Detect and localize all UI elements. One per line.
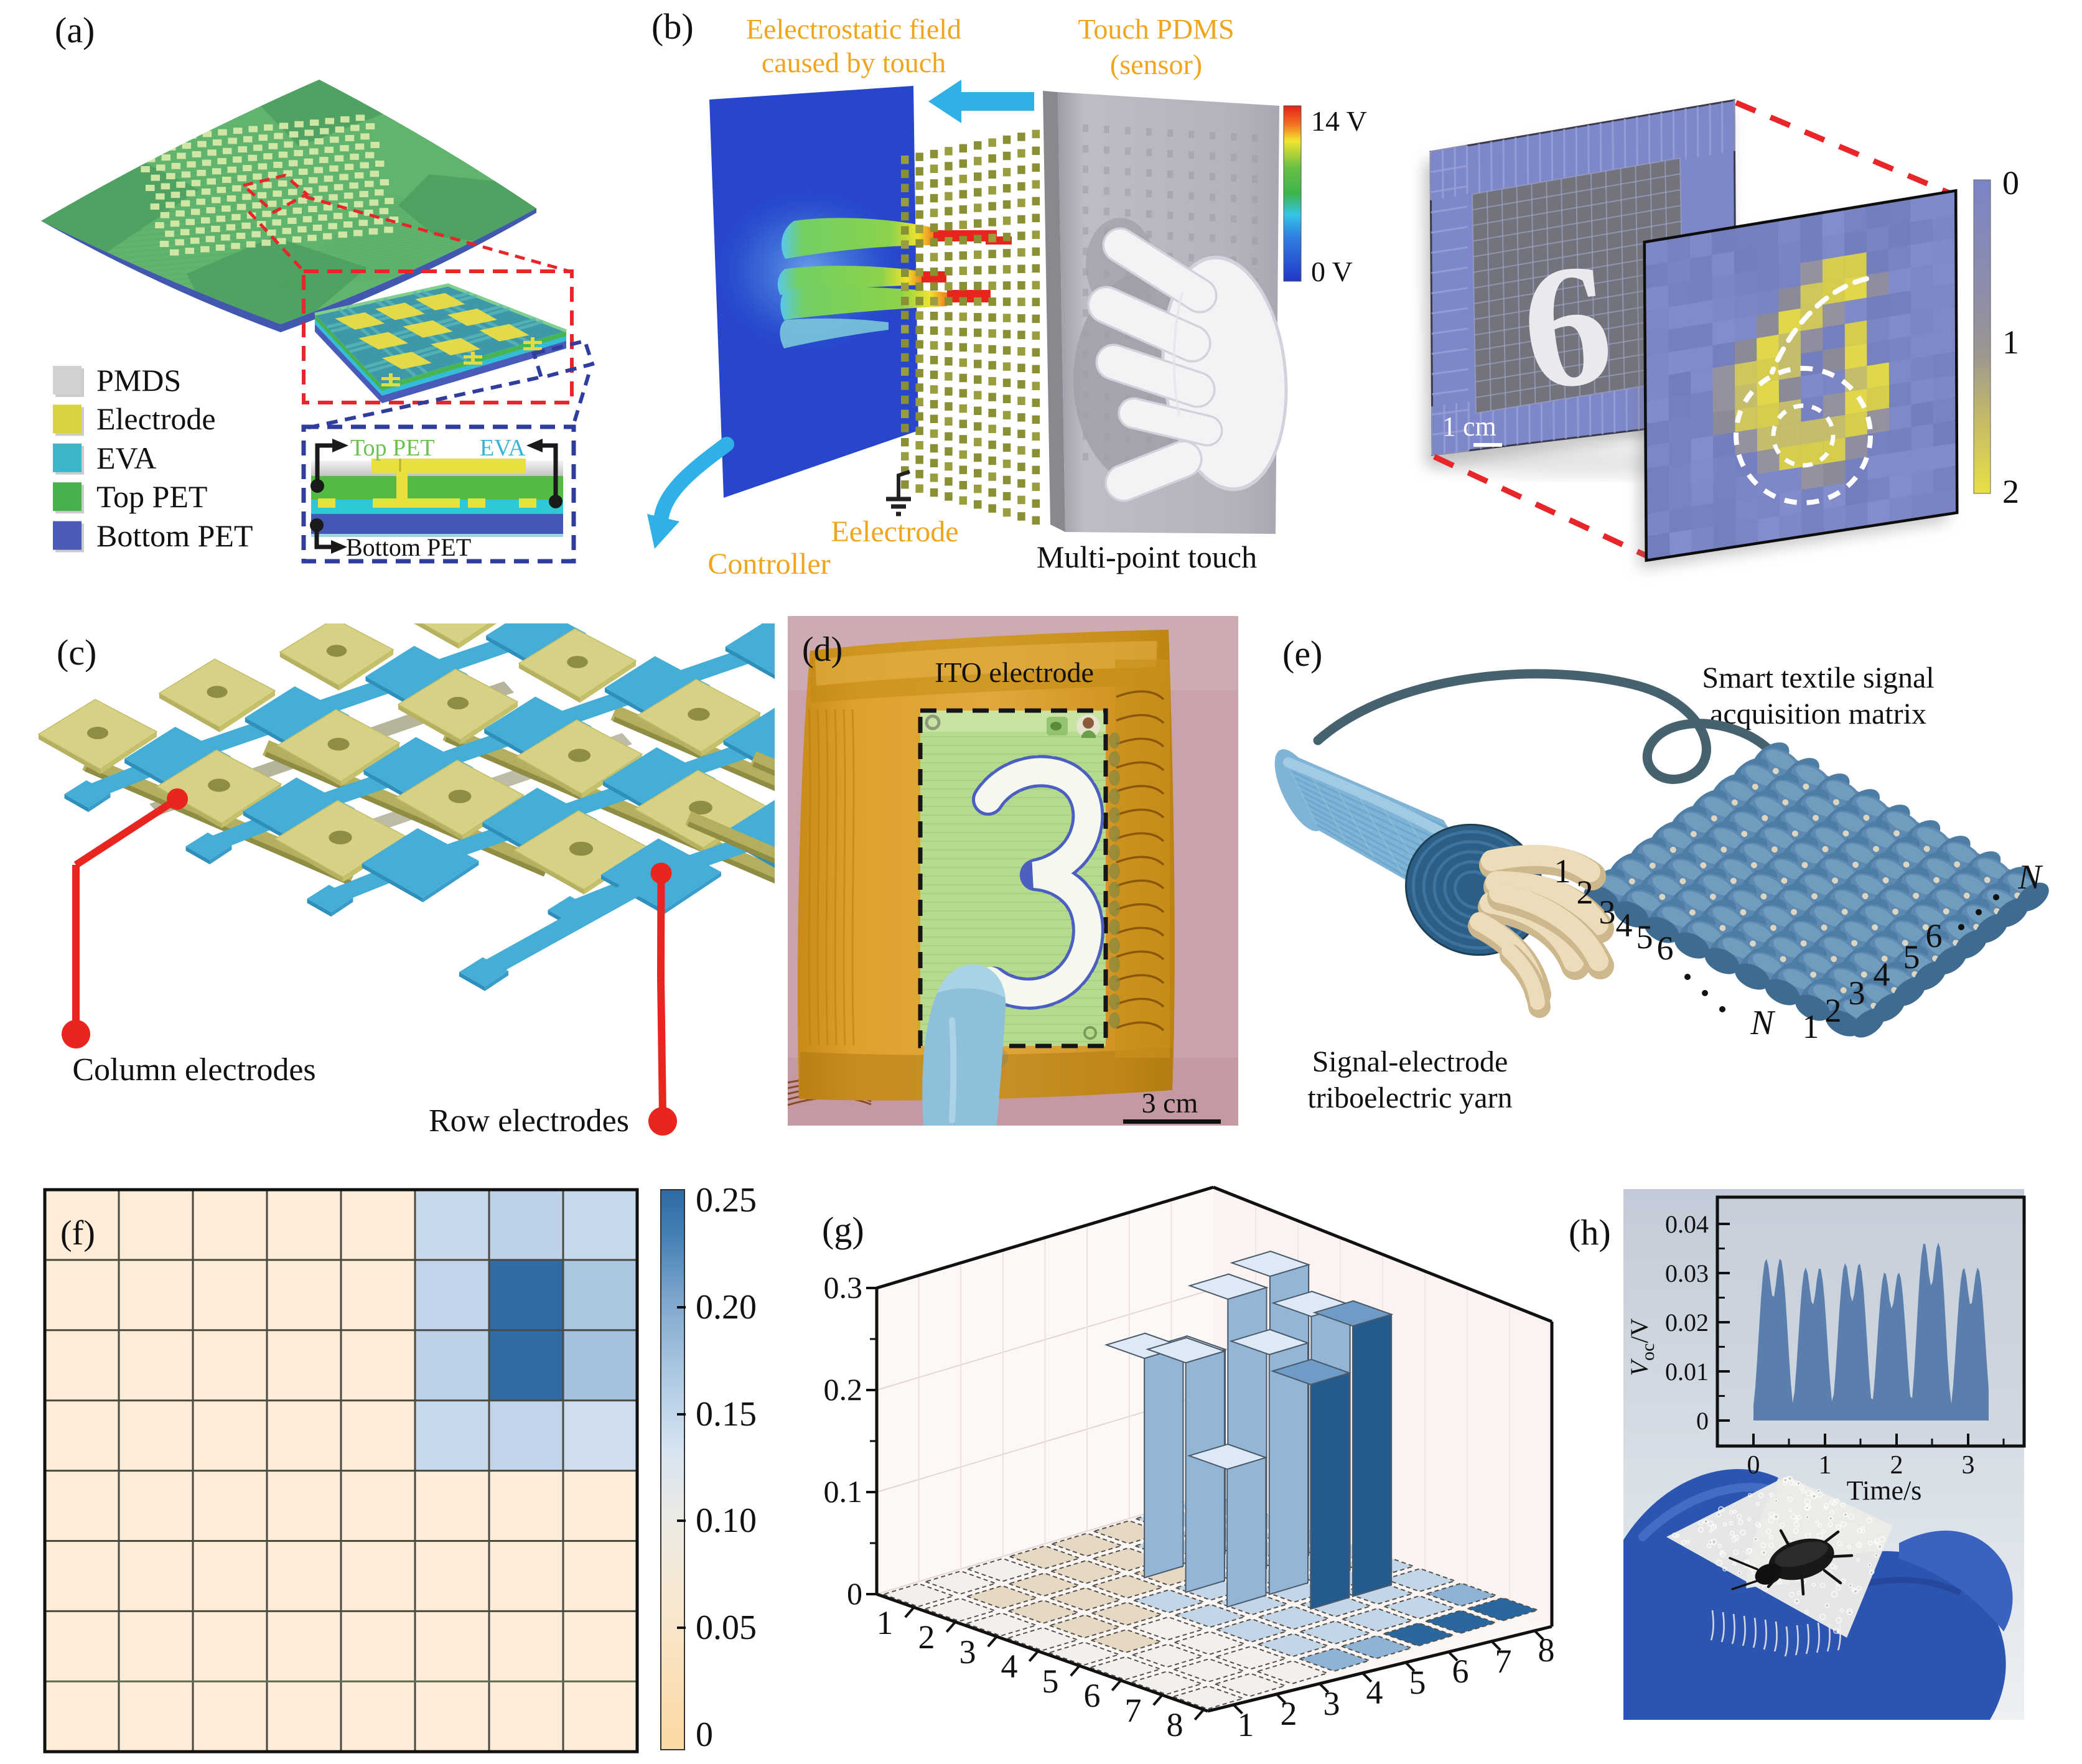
svg-text:8: 8 <box>1167 1706 1183 1743</box>
svg-text:Column electrodes: Column electrodes <box>72 1052 315 1088</box>
svg-text:0.15: 0.15 <box>696 1395 757 1434</box>
svg-text:Eelectrode: Eelectrode <box>831 515 958 548</box>
svg-text:Time/s: Time/s <box>1847 1475 1922 1506</box>
svg-text:(h): (h) <box>1569 1212 1611 1253</box>
svg-text:0.05: 0.05 <box>696 1608 757 1647</box>
svg-text:Multi-point touch: Multi-point touch <box>1037 539 1257 574</box>
svg-text:2: 2 <box>918 1618 935 1656</box>
svg-text:(b): (b) <box>651 6 694 47</box>
svg-text:EVA: EVA <box>96 441 156 475</box>
svg-text:0.01: 0.01 <box>1665 1358 1709 1386</box>
svg-text:5: 5 <box>1636 918 1653 956</box>
svg-text:PMDS: PMDS <box>96 363 181 398</box>
svg-text:6: 6 <box>1513 225 1620 427</box>
svg-text:2: 2 <box>2002 473 2019 510</box>
svg-text:(f): (f) <box>60 1214 95 1253</box>
svg-text:2: 2 <box>1825 992 1842 1029</box>
svg-text:(c): (c) <box>57 632 96 673</box>
svg-text:1: 1 <box>877 1604 894 1641</box>
svg-text:0 V: 0 V <box>1311 256 1353 287</box>
svg-text:0.10: 0.10 <box>696 1501 757 1540</box>
svg-text:Smart textile signal: Smart textile signal <box>1702 661 1934 694</box>
svg-text:N: N <box>1750 1004 1775 1042</box>
svg-text:Bottom PET: Bottom PET <box>96 518 253 553</box>
svg-text:Bottom PET: Bottom PET <box>346 533 471 561</box>
svg-text:5: 5 <box>1903 938 1920 976</box>
svg-text:4: 4 <box>1874 956 1890 993</box>
svg-text:0: 0 <box>2002 164 2019 202</box>
svg-text:2: 2 <box>1890 1451 1903 1480</box>
svg-text:1 cm: 1 cm <box>1442 411 1496 442</box>
svg-text:1: 1 <box>1803 1008 1819 1045</box>
svg-text:Top PET: Top PET <box>96 479 207 514</box>
svg-text:6: 6 <box>1657 930 1674 967</box>
svg-text:Electrode: Electrode <box>96 401 216 436</box>
svg-text:3: 3 <box>1962 1451 1975 1480</box>
svg-text:Eelectrostatic field: Eelectrostatic field <box>746 13 961 45</box>
svg-text:14 V: 14 V <box>1311 105 1367 137</box>
svg-text:3: 3 <box>1599 894 1616 931</box>
svg-text:(sensor): (sensor) <box>1110 49 1202 80</box>
svg-text:1: 1 <box>1819 1451 1832 1480</box>
svg-text:ITO electrode: ITO electrode <box>935 656 1094 688</box>
svg-text:(a): (a) <box>55 10 95 50</box>
svg-text:6: 6 <box>1926 917 1943 954</box>
svg-text:0.03: 0.03 <box>1665 1259 1709 1287</box>
svg-text:7: 7 <box>1125 1692 1142 1729</box>
svg-text:0.04: 0.04 <box>1665 1210 1709 1238</box>
svg-text:0.25: 0.25 <box>696 1181 757 1220</box>
svg-text:3: 3 <box>1849 974 1865 1012</box>
svg-text:(d): (d) <box>802 630 843 669</box>
svg-text:(g): (g) <box>822 1210 864 1250</box>
svg-text:0.02: 0.02 <box>1665 1309 1709 1337</box>
svg-text:0.20: 0.20 <box>696 1288 757 1327</box>
svg-text:Voc/V: Voc/V <box>1625 1318 1658 1376</box>
svg-text:caused by touch: caused by touch <box>762 47 946 78</box>
svg-text:Top PET: Top PET <box>350 435 435 461</box>
svg-text:4: 4 <box>1001 1648 1018 1685</box>
svg-text:2: 2 <box>1577 874 1594 911</box>
svg-text:acquisition matrix: acquisition matrix <box>1710 698 1926 730</box>
svg-text:EVA: EVA <box>480 435 526 461</box>
svg-text:0: 0 <box>696 1715 713 1754</box>
svg-text:0: 0 <box>1696 1407 1709 1435</box>
svg-text:4: 4 <box>1616 907 1633 944</box>
svg-text:triboelectric yarn: triboelectric yarn <box>1307 1081 1512 1114</box>
svg-text:Controller: Controller <box>707 548 830 581</box>
svg-text:5: 5 <box>1042 1663 1059 1700</box>
svg-text:3: 3 <box>959 1633 976 1671</box>
svg-text:(e): (e) <box>1282 633 1322 674</box>
svg-text:0.3: 0.3 <box>824 1270 863 1305</box>
svg-text:Signal-electrode: Signal-electrode <box>1312 1045 1508 1078</box>
svg-text:0: 0 <box>847 1576 862 1611</box>
svg-text:1: 1 <box>2002 324 2019 361</box>
svg-text:0.1: 0.1 <box>824 1474 863 1509</box>
svg-text:0.2: 0.2 <box>824 1372 863 1407</box>
svg-text:Touch PDMS: Touch PDMS <box>1078 13 1234 45</box>
svg-text:Row electrodes: Row electrodes <box>429 1103 629 1139</box>
svg-text:N: N <box>2017 858 2043 897</box>
svg-text:3 cm: 3 cm <box>1142 1087 1198 1119</box>
svg-text:1: 1 <box>1554 852 1571 890</box>
svg-text:0: 0 <box>1747 1451 1760 1480</box>
svg-text:6: 6 <box>1084 1677 1101 1714</box>
